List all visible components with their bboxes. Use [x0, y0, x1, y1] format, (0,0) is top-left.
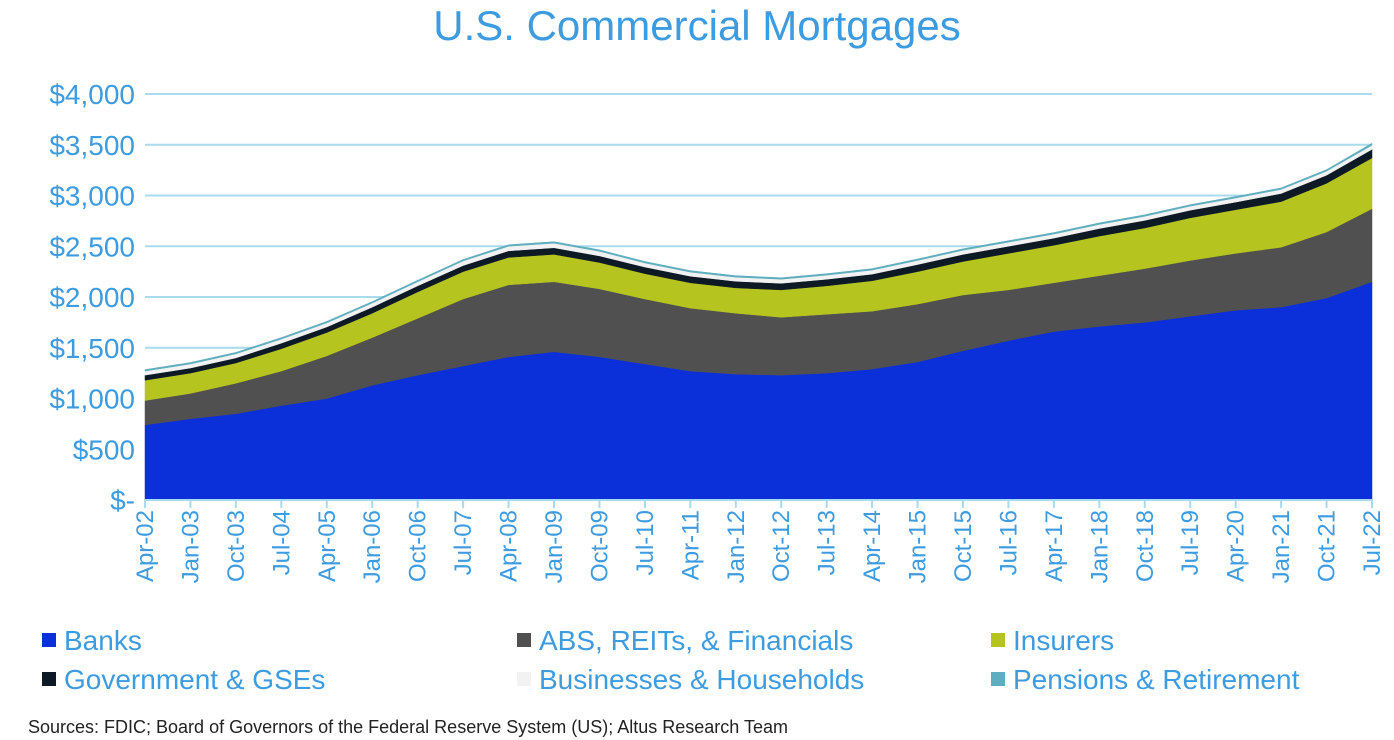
x-tick-label-0: Apr-02: [132, 510, 159, 582]
legend-swatch-4: [517, 672, 531, 686]
x-tick-label-26: Oct-21: [1314, 510, 1341, 582]
y-tick-label-2: $1,000: [49, 384, 135, 415]
x-tick-label-18: Oct-15: [950, 510, 977, 582]
x-tick-label-12: Apr-11: [677, 510, 704, 580]
x-tick-label-7: Jul-07: [450, 510, 477, 575]
x-tick-label-23: Jul-19: [1177, 510, 1204, 575]
y-tick-label-4: $2,000: [49, 282, 135, 313]
legend-swatch-1: [517, 633, 531, 647]
legend-swatch-5: [991, 672, 1005, 686]
legend-label-1: ABS, REITs, & Financials: [539, 625, 853, 656]
x-tick-label-16: Apr-14: [859, 510, 886, 582]
x-tick-label-4: Apr-05: [314, 510, 341, 582]
legend-label-0: Banks: [64, 625, 142, 656]
legend: Banks ABS, REITs, & Financials Insurers Gov…: [42, 625, 1300, 695]
legend-label-2: Insurers: [1013, 625, 1114, 656]
x-tick-label-14: Oct-12: [768, 510, 795, 582]
x-tick-label-22: Oct-18: [1132, 510, 1159, 582]
legend-swatch-2: [991, 633, 1005, 647]
x-tick-label-19: Jul-16: [995, 510, 1022, 575]
legend-label-4: Businesses & Households: [539, 664, 864, 695]
y-tick-label-1: $500: [73, 434, 135, 465]
series-area-5: [144, 142, 1373, 372]
x-tick-label-5: Jan-06: [359, 510, 386, 583]
x-tick-label-27: Jul-22: [1359, 510, 1386, 575]
source-note: Sources: FDIC; Board of Governors of the…: [28, 717, 788, 737]
x-tick-label-6: Oct-06: [405, 510, 432, 582]
y-tick-label-3: $1,500: [49, 333, 135, 364]
x-tick-label-8: Apr-08: [496, 510, 523, 582]
x-tick-label-21: Jan-18: [1086, 510, 1113, 583]
x-tick-label-20: Apr-17: [1041, 510, 1068, 582]
y-tick-label-8: $4,000: [49, 79, 135, 110]
legend-swatch-0: [42, 633, 56, 647]
y-tick-label-0: $-: [110, 485, 135, 516]
chart-title: U.S. Commercial Mortgages: [433, 2, 960, 49]
x-tick-label-11: Jul-10: [632, 510, 659, 575]
x-axis: Apr-02 Jan-03 Oct-03 Jul-04 Apr-05 Jan-06 Oct-…: [132, 499, 1386, 583]
x-tick-label-25: Jan-21: [1268, 510, 1295, 583]
y-axis: $- $500 $1,000 $1,500 $2,000 $2,500 $3,000 $3,5…: [49, 79, 135, 516]
x-tick-label-3: Jul-04: [268, 510, 295, 575]
x-tick-label-9: Jan-09: [541, 510, 568, 583]
legend-swatch-3: [42, 672, 56, 686]
legend-label-5: Pensions & Retirement: [1013, 664, 1300, 695]
x-tick-label-2: Oct-03: [223, 510, 250, 582]
x-tick-label-10: Oct-09: [586, 510, 613, 582]
legend-label-3: Government & GSEs: [64, 664, 325, 695]
stacked-areas: [144, 142, 1373, 501]
x-tick-label-1: Jan-03: [177, 510, 204, 583]
x-tick-label-13: Jan-12: [723, 510, 750, 583]
y-tick-label-5: $2,500: [49, 231, 135, 262]
x-tick-label-17: Jan-15: [905, 510, 932, 583]
x-tick-label-24: Apr-20: [1223, 510, 1250, 582]
y-tick-label-7: $3,500: [49, 130, 135, 161]
y-tick-label-6: $3,000: [49, 181, 135, 212]
x-tick-label-15: Jul-13: [814, 510, 841, 575]
